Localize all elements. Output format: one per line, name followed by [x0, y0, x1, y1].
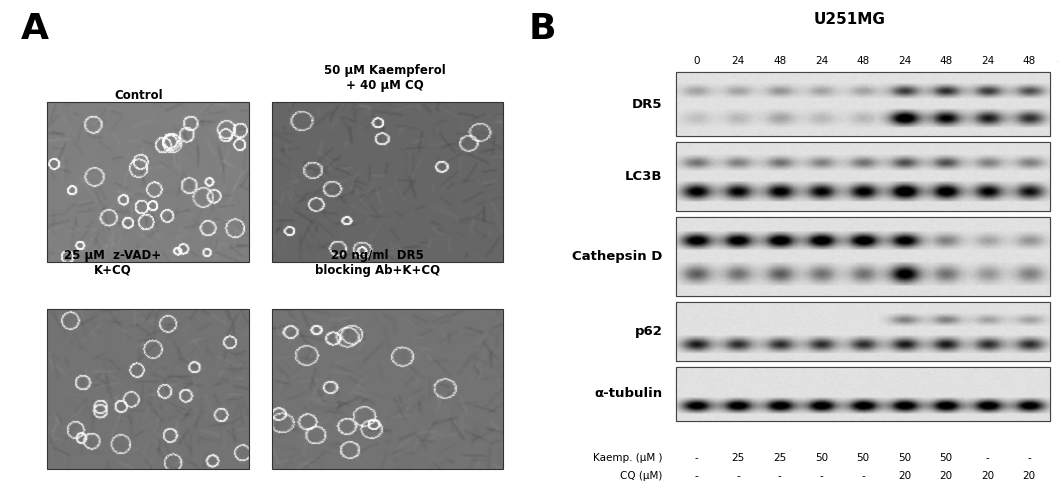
Text: DR5: DR5	[632, 98, 662, 111]
Bar	[676, 217, 1050, 296]
Text: -: -	[1027, 453, 1032, 463]
Bar	[272, 102, 503, 262]
Text: 20: 20	[981, 471, 995, 481]
Text: 48: 48	[773, 56, 786, 66]
Text: 48: 48	[856, 56, 870, 66]
Text: 50: 50	[940, 453, 952, 463]
Text: 24: 24	[898, 56, 911, 66]
Bar	[48, 309, 249, 469]
Bar	[676, 367, 1050, 421]
Text: 50 μM Kaempferol
+ 40 μM CQ: 50 μM Kaempferol + 40 μM CQ	[324, 64, 445, 92]
Text: 48: 48	[940, 56, 952, 66]
Text: A: A	[21, 12, 49, 46]
Bar	[676, 72, 1050, 136]
Text: CQ (μM): CQ (μM)	[620, 471, 662, 481]
Text: 50: 50	[856, 453, 870, 463]
Bar	[676, 302, 1050, 361]
Text: Control: Control	[114, 89, 163, 102]
Text: 24: 24	[815, 56, 828, 66]
Text: Kaemp. (μM ): Kaemp. (μM )	[594, 453, 662, 463]
Text: 20: 20	[898, 471, 911, 481]
Text: -: -	[820, 471, 823, 481]
Text: 24: 24	[732, 56, 745, 66]
Text: 20: 20	[940, 471, 952, 481]
Bar	[272, 309, 503, 469]
Text: B: B	[529, 12, 557, 46]
Text: 0: 0	[693, 56, 700, 66]
Text: 50: 50	[815, 453, 828, 463]
Text: 24: 24	[981, 56, 995, 66]
Bar	[676, 72, 1050, 136]
Text: 50: 50	[898, 453, 911, 463]
Text: 25: 25	[732, 453, 745, 463]
Text: α-tubulin: α-tubulin	[595, 387, 662, 400]
Bar	[676, 142, 1050, 211]
Text: 20 ng/ml  DR5
blocking Ab+K+CQ: 20 ng/ml DR5 blocking Ab+K+CQ	[314, 249, 440, 277]
Text: -: -	[736, 471, 741, 481]
Text: Cathepsin D: Cathepsin D	[572, 250, 662, 263]
Text: p62: p62	[635, 325, 662, 338]
Text: (h): (h)	[1056, 56, 1058, 66]
Text: -: -	[695, 471, 698, 481]
Bar	[48, 102, 249, 262]
Text: 48: 48	[1023, 56, 1036, 66]
Text: -: -	[778, 471, 782, 481]
Bar	[676, 367, 1050, 421]
Text: -: -	[861, 471, 864, 481]
Text: 25 μM  z-VAD+
K+CQ: 25 μM z-VAD+ K+CQ	[65, 249, 161, 277]
Text: 20: 20	[1023, 471, 1036, 481]
Bar	[676, 217, 1050, 296]
Text: U251MG: U251MG	[814, 12, 886, 27]
Text: 25: 25	[773, 453, 786, 463]
Bar	[676, 302, 1050, 361]
Text: LC3B: LC3B	[625, 170, 662, 183]
Text: -: -	[986, 453, 989, 463]
Text: -: -	[695, 453, 698, 463]
Bar	[676, 142, 1050, 211]
